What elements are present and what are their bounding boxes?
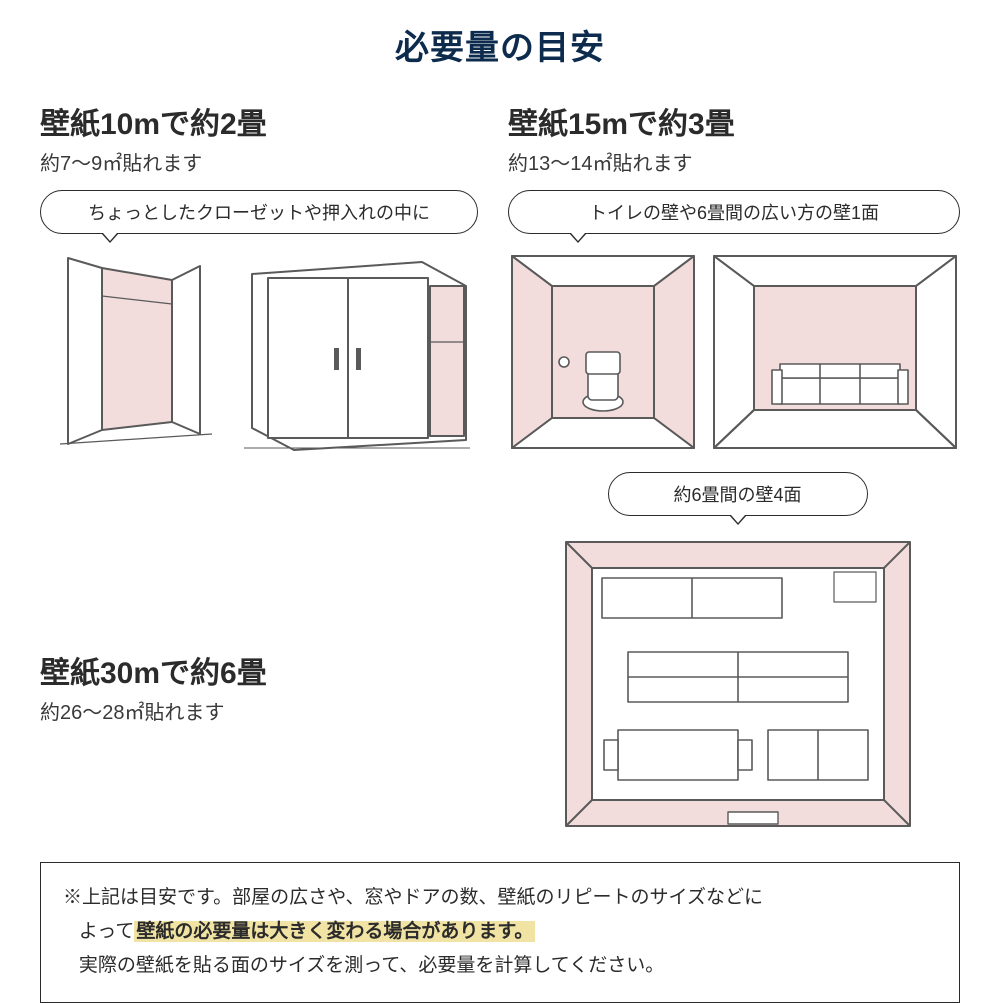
floorplan-icon bbox=[558, 534, 918, 834]
section-10m: 壁紙10mで約2畳 約7～9㎡貼れます ちょっとしたクローゼットや押入れの中に bbox=[40, 99, 478, 452]
room-one-wall-icon bbox=[710, 252, 960, 452]
toilet-room-icon bbox=[508, 252, 698, 452]
note-line-1: ※上記は目安です。部屋の広さや、窓やドアの数、壁紙のリピートのサイズなどに bbox=[63, 881, 937, 915]
note-line-3-text: 実際の壁紙を貼る面のサイズを測って、必要量を計算してください。 bbox=[79, 955, 664, 976]
heading-10m: 壁紙10mで約2畳 bbox=[40, 99, 478, 143]
section-15m: 壁紙15mで約3畳 約13～14㎡貼れます トイレの壁や6畳間の広い方の壁1面 bbox=[508, 99, 960, 452]
note-line-3: 実際の壁紙を貼る面のサイズを測って、必要量を計算してください。 bbox=[63, 949, 937, 983]
heading-15m: 壁紙15mで約3畳 bbox=[508, 99, 960, 143]
bubble-30m: 約6畳間の壁4面 bbox=[608, 472, 868, 516]
section-30m-text: 壁紙30mで約6畳 約26～28㎡貼れます bbox=[40, 568, 485, 739]
note-box: ※上記は目安です。部屋の広さや、窓やドアの数、壁紙のリピートのサイズなどに よっ… bbox=[40, 862, 960, 1003]
page-title: 必要量の目安 bbox=[40, 20, 960, 69]
closet-icon bbox=[40, 252, 230, 452]
note-highlight: 壁紙の必要量は大きく変わる場合があります。 bbox=[134, 921, 535, 942]
illus-15m bbox=[508, 252, 960, 452]
note-line-2-prefix: よって bbox=[79, 921, 134, 942]
subtext-15m: 約13～14㎡貼れます bbox=[508, 147, 960, 176]
section-30m: 壁紙30mで約6畳 約26～28㎡貼れます 約6畳間の壁4面 bbox=[40, 472, 960, 834]
bubble-15m: トイレの壁や6畳間の広い方の壁1面 bbox=[508, 190, 960, 234]
section-30m-illus: 約6畳間の壁4面 bbox=[515, 472, 960, 834]
note-line-2: よって壁紙の必要量は大きく変わる場合があります。 bbox=[63, 915, 937, 949]
subtext-10m: 約7～9㎡貼れます bbox=[40, 147, 478, 176]
heading-30m: 壁紙30mで約6畳 bbox=[40, 648, 485, 692]
illus-10m bbox=[40, 252, 478, 452]
subtext-30m: 約26～28㎡貼れます bbox=[40, 696, 485, 725]
sliding-closet-icon bbox=[242, 252, 472, 452]
bubble-10m: ちょっとしたクローゼットや押入れの中に bbox=[40, 190, 478, 234]
content-grid: 壁紙10mで約2畳 約7～9㎡貼れます ちょっとしたクローゼットや押入れの中に bbox=[40, 99, 960, 834]
